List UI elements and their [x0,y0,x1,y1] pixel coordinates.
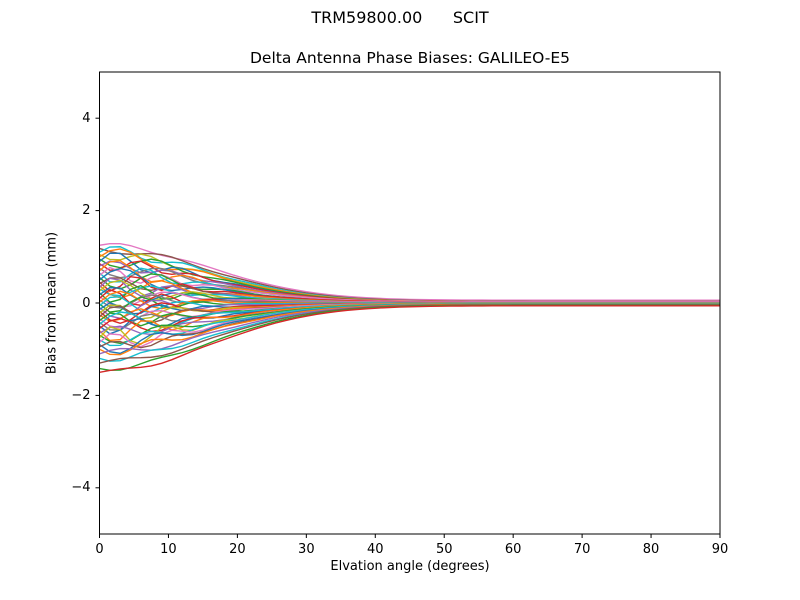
x-tick-label: 0 [95,542,104,557]
x-tick-label: 80 [642,542,660,557]
x-tick-label: 10 [160,542,177,557]
series-line-47 [99,303,720,355]
y-tick-label: 4 [82,110,91,126]
y-tick-label: −2 [71,387,91,403]
axes-title: Delta Antenna Phase Biases: GALILEO-E5 [249,49,570,67]
x-tick-label: 30 [298,542,315,557]
series-line-54 [99,305,720,373]
figure-suptitle: TRM59800.00 SCIT [311,8,489,27]
x-tick-label: 40 [366,542,384,557]
x-tick-label: 20 [229,542,246,557]
x-tick-label: 70 [573,542,591,557]
x-axis-label: Elvation angle (degrees) [330,559,490,574]
y-tick-label: −4 [71,480,91,496]
y-tick-label: 2 [82,203,91,219]
series-line-0 [99,242,720,301]
y-axis-label: Bias from mean (mm) [44,231,60,375]
x-tick-label: 90 [711,542,729,557]
x-tick-label: 60 [504,542,522,557]
y-tick-label: 0 [82,295,91,311]
x-tick-label: 50 [435,542,453,557]
series-lines-group [99,242,720,373]
